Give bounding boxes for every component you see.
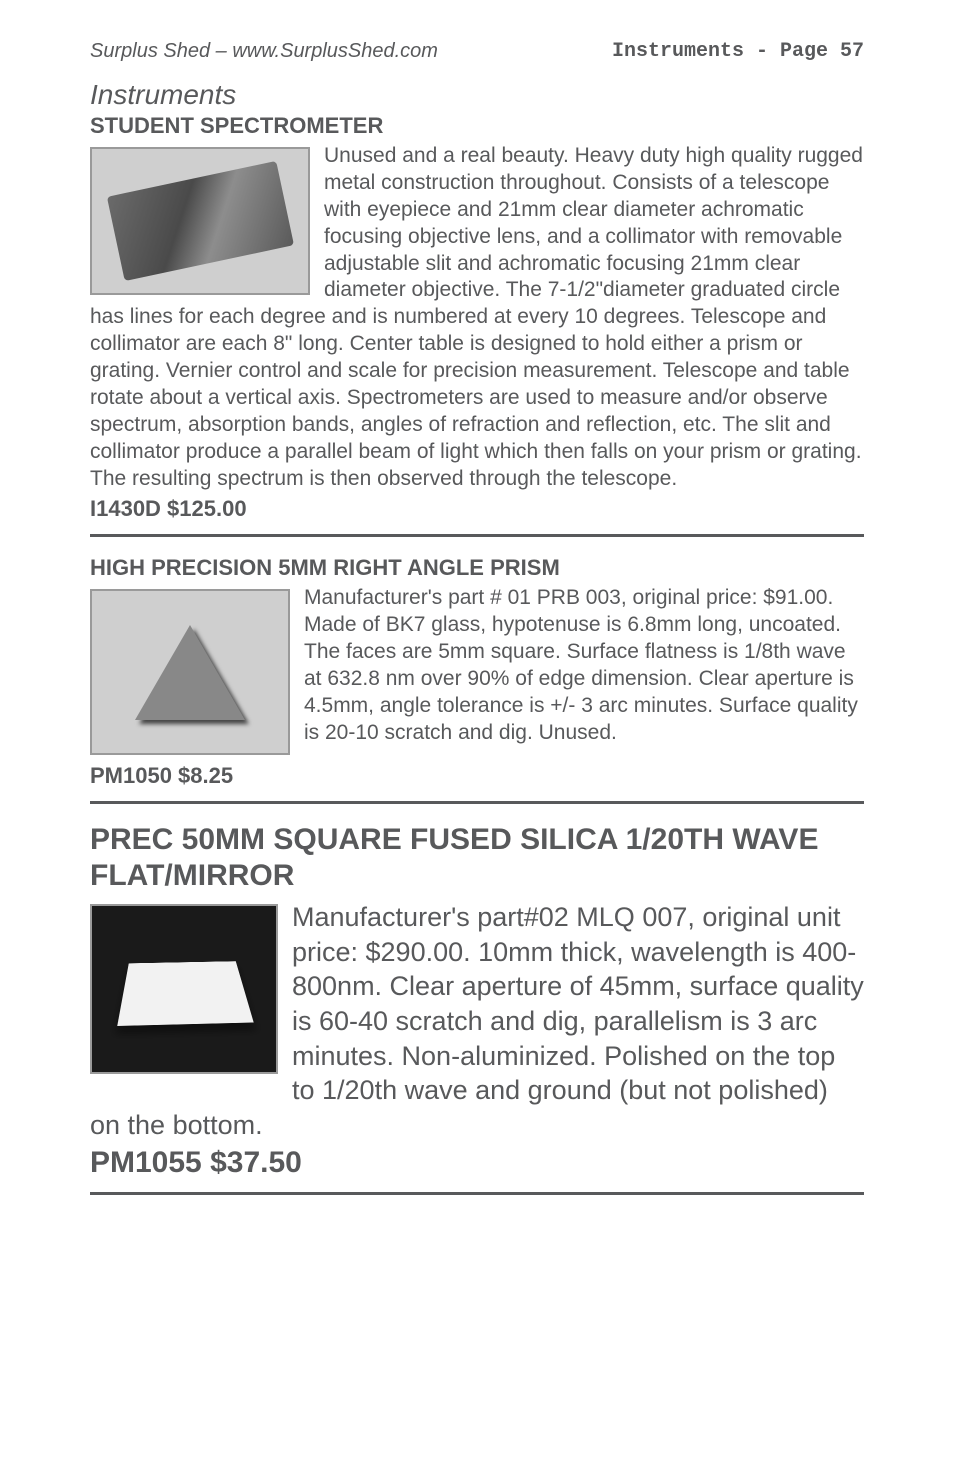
- item-2-image: [90, 589, 290, 755]
- item-1-body-wrap: Unused and a real beauty. Heavy duty hig…: [90, 143, 864, 492]
- item-1-image: [90, 147, 310, 295]
- item-2-body: Manufacturer's part # 01 PRB 003, origin…: [304, 586, 858, 743]
- item-1-title: STUDENT SPECTROMETER: [90, 113, 864, 139]
- mirror-bg: [92, 906, 276, 1072]
- item-3-body-wrap: Manufacturer's part#02 MLQ 007, original…: [90, 900, 864, 1142]
- prism-icon: [135, 625, 245, 720]
- spectrometer-icon: [107, 161, 294, 281]
- divider: [90, 534, 864, 537]
- divider: [90, 801, 864, 804]
- divider: [90, 1192, 864, 1195]
- item-2-sku: PM1050 $8.25: [90, 763, 864, 789]
- mirror-icon: [117, 961, 253, 1026]
- item-3-image: [90, 904, 278, 1074]
- item-2-body-wrap: Manufacturer's part # 01 PRB 003, origin…: [90, 585, 864, 746]
- item-3-sku: PM1055 $37.50: [90, 1146, 864, 1180]
- section-heading: Instruments: [90, 79, 864, 111]
- header-right: Instruments - Page 57: [612, 40, 864, 63]
- header-left: Surplus Shed – www.SurplusShed.com: [90, 40, 438, 63]
- item-3-title: PREC 50MM SQUARE FUSED SILICA 1/20TH WAV…: [90, 822, 864, 894]
- item-1-sku: I1430D $125.00: [90, 496, 864, 522]
- item-2-title: HIGH PRECISION 5MM RIGHT ANGLE PRISM: [90, 555, 864, 581]
